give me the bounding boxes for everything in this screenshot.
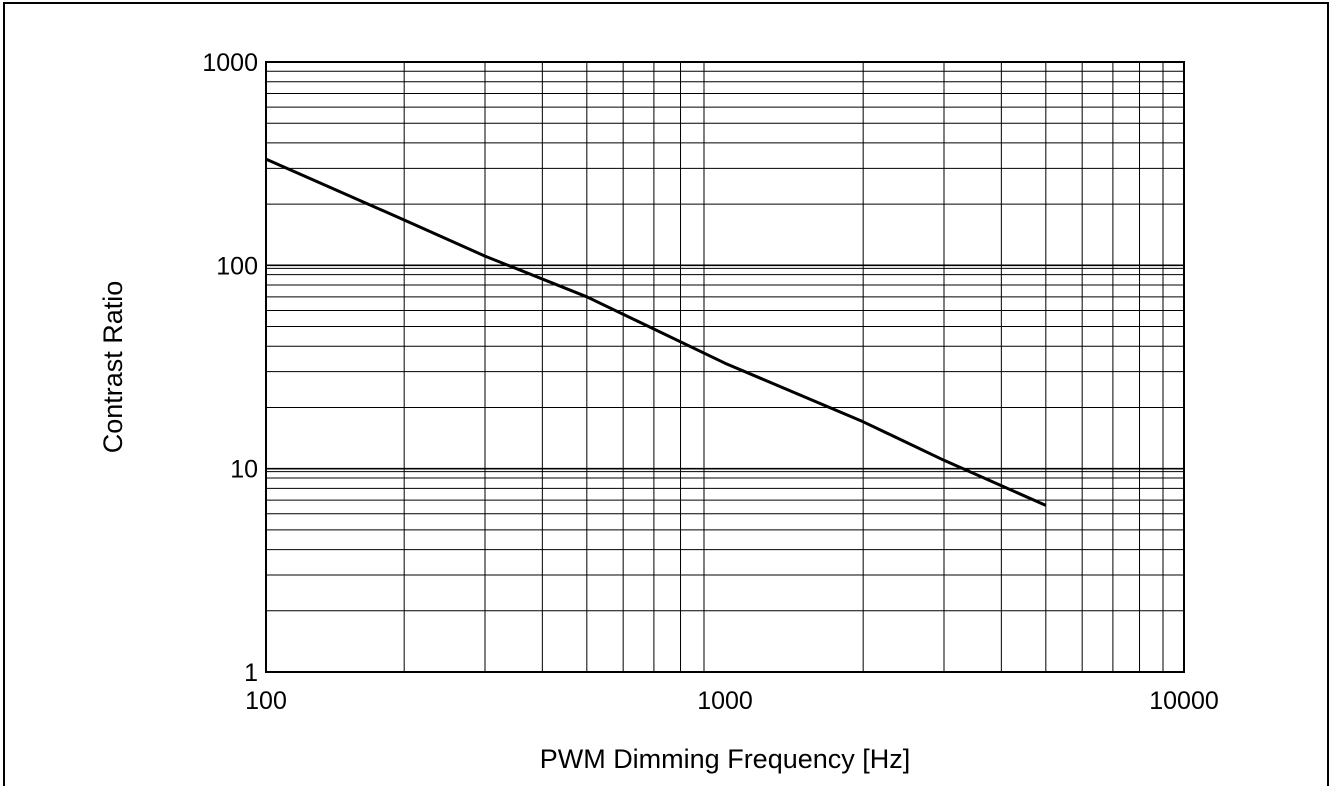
y-tick-label: 10 bbox=[230, 456, 258, 484]
plot-area-border bbox=[265, 61, 1185, 673]
y-tick-label: 1 bbox=[244, 659, 258, 687]
chart-frame bbox=[3, 2, 1329, 786]
grid-lines bbox=[266, 62, 1184, 672]
series-line bbox=[265, 157, 1047, 507]
y-tick-label: 1000 bbox=[202, 49, 258, 77]
y-tick-label: 100 bbox=[216, 252, 258, 280]
y-axis-title: Contrast Ratio bbox=[98, 281, 128, 454]
y-tick-labels: 1 10 100 1000 bbox=[202, 49, 258, 687]
x-tick-label: 10000 bbox=[1149, 687, 1219, 715]
x-tick-label: 100 bbox=[245, 687, 287, 715]
x-tick-labels: 100 1000 10000 bbox=[245, 687, 1219, 715]
x-tick-label: 1000 bbox=[697, 687, 753, 715]
x-axis-title: PWM Dimming Frequency [Hz] bbox=[540, 744, 911, 774]
series-layer bbox=[265, 157, 1047, 507]
